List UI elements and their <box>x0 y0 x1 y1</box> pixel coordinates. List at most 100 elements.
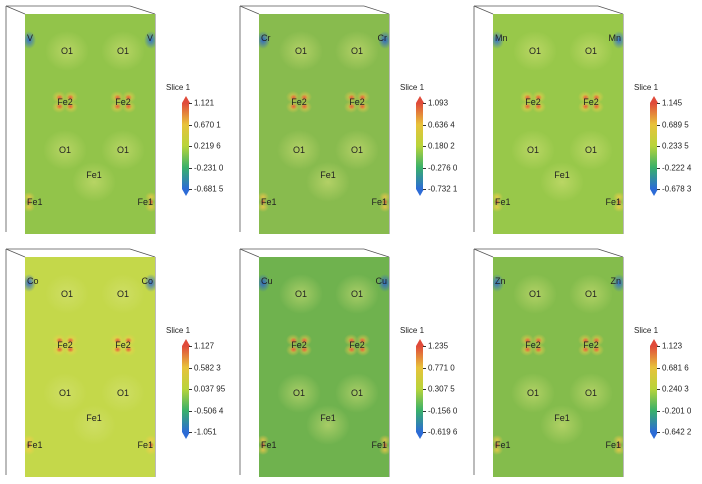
fe2-lobe-core <box>348 103 356 110</box>
colorbar-tick-label: 0.219 6 <box>194 141 221 151</box>
fe1-lobe-core <box>148 199 154 205</box>
colorbar-tick-label: 0.771 0 <box>428 363 455 372</box>
fe2-lobe-core <box>66 337 74 344</box>
atom-label: Co <box>27 276 39 286</box>
fe2-lobe-core <box>114 346 122 353</box>
colorbar-tick-mark <box>189 346 192 347</box>
fe2-lobe-core <box>114 337 122 344</box>
fe2-lobe-core <box>582 346 590 353</box>
density-halo <box>43 130 87 170</box>
fe2-lobe-core <box>56 94 64 101</box>
atom-label: Fe1 <box>495 440 511 450</box>
slice-panel: Co Co O1 O1 Fe2 Fe2 O1 O1 Fe1 Fe1 Fe1 Slice 1 1.127 0… <box>0 243 234 484</box>
atom-label: Zn <box>495 276 506 286</box>
atom-label: O1 <box>292 145 306 155</box>
density-slice-svg <box>25 257 155 477</box>
dopant-depletion <box>25 274 36 292</box>
atom-label: Fe2 <box>583 340 599 350</box>
density-halo <box>43 373 87 413</box>
density-slice-map <box>493 257 623 477</box>
fe2-lobe-core <box>124 103 132 110</box>
fe2-lobe-core <box>582 94 590 101</box>
fe1-lobe-core <box>382 199 388 205</box>
atom-label: O1 <box>584 289 598 299</box>
atom-label: Fe2 <box>583 97 599 107</box>
atom-label: O1 <box>350 145 364 155</box>
atom-label: O1 <box>294 46 308 56</box>
colorbar-tick-mark <box>423 346 426 347</box>
colorbar-min-arrow <box>649 432 658 439</box>
colorbar-gradient <box>416 346 423 432</box>
colorbar-tick-label: 0.037 95 <box>194 384 226 394</box>
density-halo <box>569 274 613 314</box>
fe2-lobe-core <box>300 337 308 344</box>
slice-panel: Cr Cr O1 O1 Fe2 Fe2 O1 O1 Fe1 Fe1 Fe1 Slice 1 1.093 0… <box>234 0 468 241</box>
colorbar-tick-mark <box>657 367 660 369</box>
dopant-depletion <box>259 274 270 292</box>
atom-label: Fe1 <box>86 413 102 423</box>
colorbar-tick-mark <box>189 146 192 147</box>
cell-box-outline <box>473 5 624 234</box>
dopant-depletion <box>493 31 504 49</box>
fe1-lobe-core <box>616 199 622 205</box>
fe1-lobe-core <box>26 442 32 448</box>
colorbar-tick-mark <box>423 124 426 126</box>
colorbar-min-arrow <box>415 189 424 196</box>
atom-label: Fe1 <box>27 440 43 450</box>
fe2-lobe-core <box>66 94 74 101</box>
colorbar-title: Slice 1 <box>634 326 659 335</box>
colorbar-tick-label: -1.051 <box>194 427 217 437</box>
fe1-lobe-core <box>26 199 32 205</box>
density-halo <box>335 274 379 314</box>
density-slice-map <box>259 14 389 234</box>
fe2-lobe-core <box>524 346 532 353</box>
colorbar-tick-mark <box>423 189 426 190</box>
slice-panel: V V O1 O1 Fe2 Fe2 O1 O1 Fe1 Fe1 Fe1 Slice 1 1.121 0.6… <box>0 0 234 241</box>
atom-label: Cr <box>261 33 271 43</box>
atom-label: Fe1 <box>371 197 387 207</box>
colorbar-tick-mark <box>657 346 660 347</box>
fe2-lobe-core <box>358 94 366 101</box>
density-halo <box>540 405 584 445</box>
atom-label: O1 <box>528 46 542 56</box>
fe2-lobe-core <box>56 337 64 344</box>
dopant-depletion <box>493 274 504 292</box>
atom-label: O1 <box>294 289 308 299</box>
atom-label: Mn <box>495 33 508 43</box>
density-halo <box>277 373 321 413</box>
atom-label: Mn <box>608 33 621 43</box>
dopant-depletion <box>378 31 389 49</box>
colorbar-tick-mark <box>189 367 192 369</box>
colorbar-tick-mark <box>423 432 426 433</box>
fe2-lobe-core <box>290 103 298 110</box>
atom-label: Fe1 <box>371 440 387 450</box>
dopant-depletion <box>612 274 623 292</box>
density-halo <box>306 162 350 202</box>
fe2-lobe-core <box>290 94 298 101</box>
fe2-lobe-core <box>524 103 532 110</box>
atom-label: Fe1 <box>495 197 511 207</box>
density-halo <box>72 162 116 202</box>
colorbar-tick-label: 0.233 5 <box>662 141 689 151</box>
fe1-lobe-core <box>260 199 266 205</box>
dopant-depletion <box>25 31 36 49</box>
colorbar-tick-label: 0.670 1 <box>194 120 221 129</box>
colorbar-tick-mark <box>657 146 660 147</box>
density-halo <box>569 31 613 71</box>
density-slice-map <box>25 257 155 477</box>
colorbar-tick-mark <box>423 367 426 369</box>
density-halo <box>279 31 323 71</box>
colorbar-tick-mark <box>657 389 660 390</box>
fe2-lobe-core <box>592 94 600 101</box>
colorbar-tick-mark <box>657 103 660 104</box>
colorbar-gradient <box>650 103 657 189</box>
colorbar-tick-label: 0.582 3 <box>194 363 221 372</box>
cell-edge-line <box>473 5 494 15</box>
atom-label: O1 <box>584 388 598 398</box>
colorbar-tick-label: -0.506 4 <box>194 406 224 415</box>
density-halo <box>101 130 145 170</box>
fe1-lobe-core <box>382 442 388 448</box>
atom-label: Fe2 <box>57 340 73 350</box>
colorbar-gradient <box>182 346 189 432</box>
